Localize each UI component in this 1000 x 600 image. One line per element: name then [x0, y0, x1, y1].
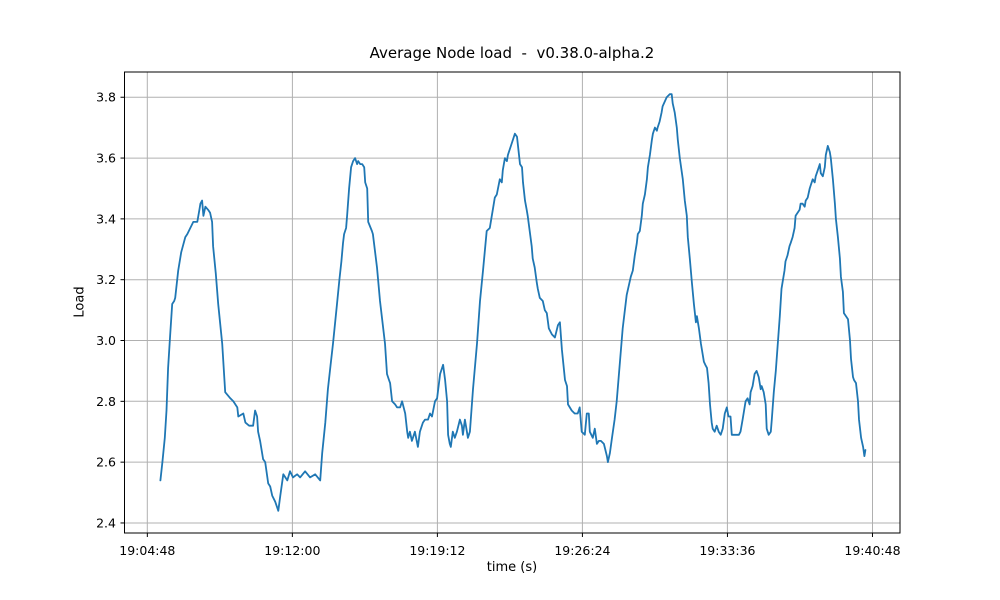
chart-title: Average Node load - v0.38.0-alpha.2 [369, 44, 655, 62]
y-tick-label: 3.6 [96, 151, 116, 166]
x-tick-label: 19:04:48 [119, 543, 175, 558]
y-tick-label: 3.0 [96, 333, 116, 348]
x-tick-label: 19:12:00 [264, 543, 320, 558]
x-tick-label: 19:19:12 [409, 543, 465, 558]
x-tick-label: 19:26:24 [554, 543, 610, 558]
y-axis-label: Load [72, 286, 88, 318]
x-axis-label: time (s) [486, 560, 538, 575]
y-tick-label: 2.4 [96, 515, 116, 530]
y-tick-label: 3.4 [96, 211, 116, 226]
load-series-line [159, 93, 867, 512]
y-tick-label: 2.8 [96, 394, 116, 409]
x-tick-label: 19:40:48 [844, 543, 900, 558]
plot-border [124, 71, 901, 534]
y-tick-label: 2.6 [96, 455, 116, 470]
y-tick-label: 3.2 [96, 272, 116, 287]
y-tick-label: 3.8 [96, 90, 116, 105]
x-tick-label: 19:33:36 [699, 543, 755, 558]
